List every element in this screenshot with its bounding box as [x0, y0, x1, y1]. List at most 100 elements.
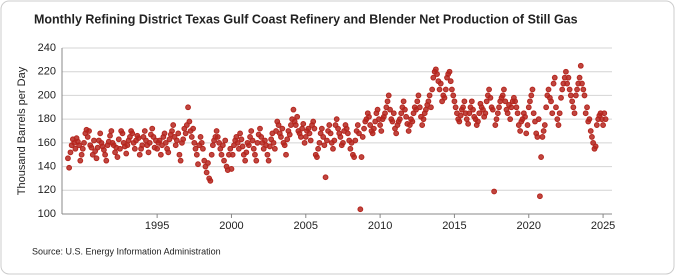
point: [517, 128, 524, 134]
point: [311, 125, 318, 132]
point: [157, 151, 164, 158]
point: [540, 128, 547, 134]
point: [366, 113, 372, 120]
point: [229, 151, 236, 158]
point: [275, 122, 282, 128]
y-tick-label: 100: [38, 208, 56, 220]
point: [502, 98, 509, 105]
point: [318, 125, 325, 132]
point: [135, 135, 142, 142]
point: [537, 193, 543, 200]
point: [252, 151, 258, 158]
point: [428, 104, 434, 111]
point: [554, 116, 561, 123]
point: [172, 142, 179, 149]
point: [492, 122, 499, 128]
point: [558, 94, 564, 101]
x-tick-label: 2005: [294, 220, 318, 232]
point: [539, 134, 546, 140]
point: [414, 98, 421, 105]
point: [525, 104, 532, 111]
x-tick-label: 2010: [368, 220, 392, 232]
point: [316, 139, 323, 146]
point: [221, 157, 227, 164]
point: [567, 92, 574, 99]
point: [569, 98, 576, 105]
point: [361, 125, 367, 132]
point: [566, 86, 573, 93]
point: [76, 142, 82, 149]
point: [577, 62, 584, 69]
point: [156, 137, 163, 144]
point: [450, 92, 457, 99]
x-tick-label: 2015: [442, 220, 466, 232]
point: [549, 110, 556, 117]
point: [451, 98, 458, 105]
point: [266, 143, 273, 150]
point: [101, 147, 107, 153]
point: [416, 104, 423, 111]
point: [174, 137, 180, 144]
point: [239, 143, 246, 150]
point: [207, 177, 214, 184]
point: [390, 110, 397, 117]
point: [602, 116, 609, 123]
point: [301, 139, 308, 146]
point: [302, 134, 309, 140]
point: [456, 118, 463, 125]
point: [589, 134, 595, 140]
point: [409, 118, 416, 125]
point: [574, 86, 580, 93]
point: [437, 80, 444, 87]
point: [425, 98, 432, 105]
point: [139, 142, 146, 149]
point: [258, 134, 265, 140]
point: [426, 92, 433, 99]
point: [65, 155, 71, 162]
point: [243, 149, 250, 156]
point: [504, 110, 511, 117]
point: [461, 98, 468, 105]
point: [592, 143, 599, 150]
point: [576, 74, 583, 81]
point: [180, 136, 187, 143]
point: [145, 149, 152, 156]
point: [466, 110, 473, 117]
point: [321, 142, 328, 149]
point: [290, 106, 297, 113]
point: [501, 86, 507, 93]
point: [582, 110, 589, 117]
point: [447, 78, 454, 85]
point: [571, 110, 578, 117]
point: [270, 139, 277, 146]
point: [553, 104, 559, 111]
point: [436, 86, 443, 93]
point: [310, 118, 317, 125]
point: [385, 92, 392, 99]
point: [530, 110, 537, 117]
point: [222, 137, 229, 144]
point: [218, 151, 225, 158]
point: [335, 125, 341, 132]
point: [581, 92, 588, 99]
y-tick-label: 160: [38, 137, 56, 149]
point: [245, 142, 252, 149]
point: [584, 104, 590, 111]
point: [384, 98, 391, 105]
point: [535, 116, 542, 123]
point: [556, 110, 563, 117]
point: [402, 106, 408, 113]
point: [262, 137, 268, 144]
point: [115, 136, 122, 143]
point: [182, 130, 189, 137]
point: [250, 145, 257, 152]
point: [242, 157, 249, 164]
point: [405, 128, 412, 134]
point: [238, 136, 245, 143]
point: [237, 130, 243, 137]
point: [513, 104, 520, 111]
point: [170, 122, 177, 128]
point: [564, 80, 571, 87]
point: [340, 139, 346, 146]
